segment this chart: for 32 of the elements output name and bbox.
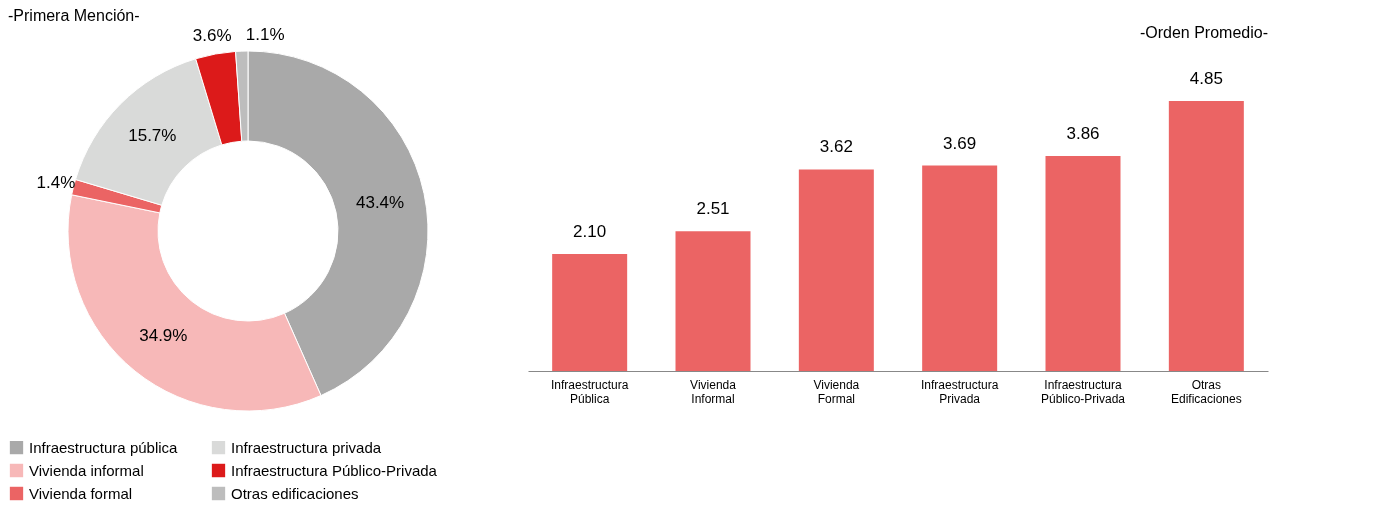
data-label: 2.51	[696, 199, 730, 219]
data-label: 3.6%	[192, 26, 232, 46]
x-tick-label: Infraestructura Privada	[920, 377, 999, 406]
data-label: 34.9%	[139, 326, 188, 346]
x-tick-label: Otras Edificaciones	[1170, 377, 1242, 406]
data-label: 3.69	[943, 133, 977, 153]
bar	[1168, 101, 1244, 371]
data-label: 2.10	[573, 222, 607, 242]
x-tick-label: Vivienda Informal	[690, 377, 737, 406]
data-label: 4.85	[1189, 69, 1223, 88]
legend-label: Infraestructura pública	[29, 438, 179, 456]
chart-title: -Primera Mención-	[8, 7, 140, 25]
data-label: 1.4%	[36, 172, 76, 192]
bar	[1045, 156, 1121, 371]
data-label: 43.4%	[355, 193, 405, 213]
legend-label: Vivienda formal	[29, 484, 133, 502]
data-label: 1.1%	[245, 25, 285, 45]
legend-label: Infraestructura Público-Privada	[231, 461, 438, 479]
bar	[798, 169, 874, 371]
x-tick-label: Vivienda Formal	[813, 377, 860, 406]
data-label: 3.62	[819, 137, 853, 157]
legend-label: Otras edificaciones	[231, 484, 359, 502]
bar	[675, 231, 751, 371]
chart-title: -Orden Promedio-	[1139, 24, 1268, 41]
x-tick-label: Infraestructura Público-Privada	[1040, 377, 1126, 406]
legend-label: Infraestructura privada	[231, 438, 382, 456]
legend-label: Vivienda informal	[29, 461, 144, 479]
bar	[552, 254, 628, 371]
bar	[922, 165, 998, 371]
x-tick-label: Infraestructura Pública	[550, 377, 629, 406]
data-label: 15.7%	[128, 125, 177, 145]
data-label: 3.86	[1066, 124, 1100, 144]
